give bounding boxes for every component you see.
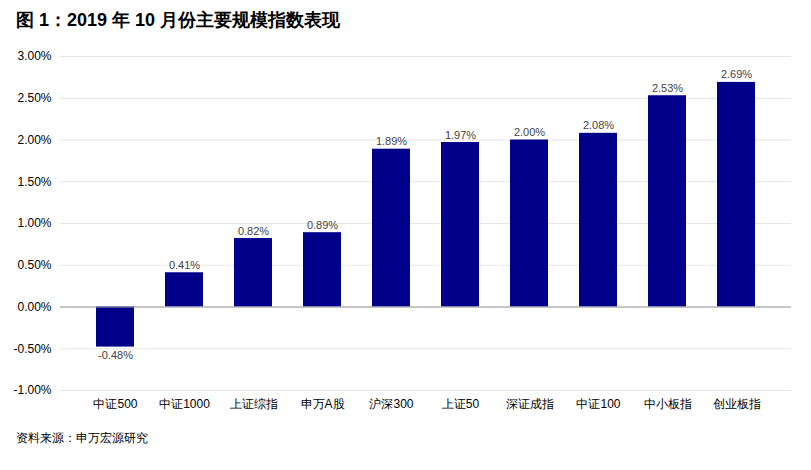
svg-text:3.00%: 3.00% (17, 49, 51, 63)
svg-text:2.08%: 2.08% (583, 119, 614, 131)
svg-text:-0.48%: -0.48% (98, 349, 133, 361)
html-text:资料来源：申万宏源研究: 资料来源：申万宏源研究 (16, 431, 148, 445)
svg-text:上证50: 上证50 (442, 397, 480, 411)
svg-text:0.50%: 0.50% (17, 258, 51, 272)
svg-text:中证100: 中证100 (576, 397, 620, 411)
svg-text:0.41%: 0.41% (169, 259, 200, 271)
svg-text:2.53%: 2.53% (652, 82, 683, 94)
svg-text:0.89%: 0.89% (307, 219, 338, 231)
svg-text:1.50%: 1.50% (17, 175, 51, 189)
svg-text:中证1000: 中证1000 (159, 397, 210, 411)
svg-text:2.00%: 2.00% (514, 126, 545, 138)
svg-text:0.00%: 0.00% (17, 300, 51, 314)
svg-text:2.50%: 2.50% (17, 91, 51, 105)
svg-text:1.00%: 1.00% (17, 216, 51, 230)
svg-text:0.82%: 0.82% (238, 225, 269, 237)
svg-text:中证500: 中证500 (93, 397, 137, 411)
html-text:图 1：2019 年 10 月份主要规模指数表现: 图 1：2019 年 10 月份主要规模指数表现 (16, 10, 341, 30)
svg-text:2.69%: 2.69% (721, 68, 752, 80)
svg-text:1.89%: 1.89% (376, 135, 407, 147)
svg-text:2.00%: 2.00% (17, 133, 51, 147)
svg-text:深证成指: 深证成指 (506, 397, 554, 411)
svg-text:1.97%: 1.97% (445, 129, 476, 141)
svg-text:创业板指: 创业板指 (713, 397, 761, 411)
svg-text:中小板指: 中小板指 (644, 397, 692, 411)
svg-text:申万A股: 申万A股 (300, 397, 344, 411)
svg-text:沪深300: 沪深300 (369, 397, 413, 411)
svg-text:上证综指: 上证综指 (230, 397, 278, 411)
svg-text:-0.50%: -0.50% (13, 342, 51, 356)
svg-text:-1.00%: -1.00% (13, 383, 51, 397)
